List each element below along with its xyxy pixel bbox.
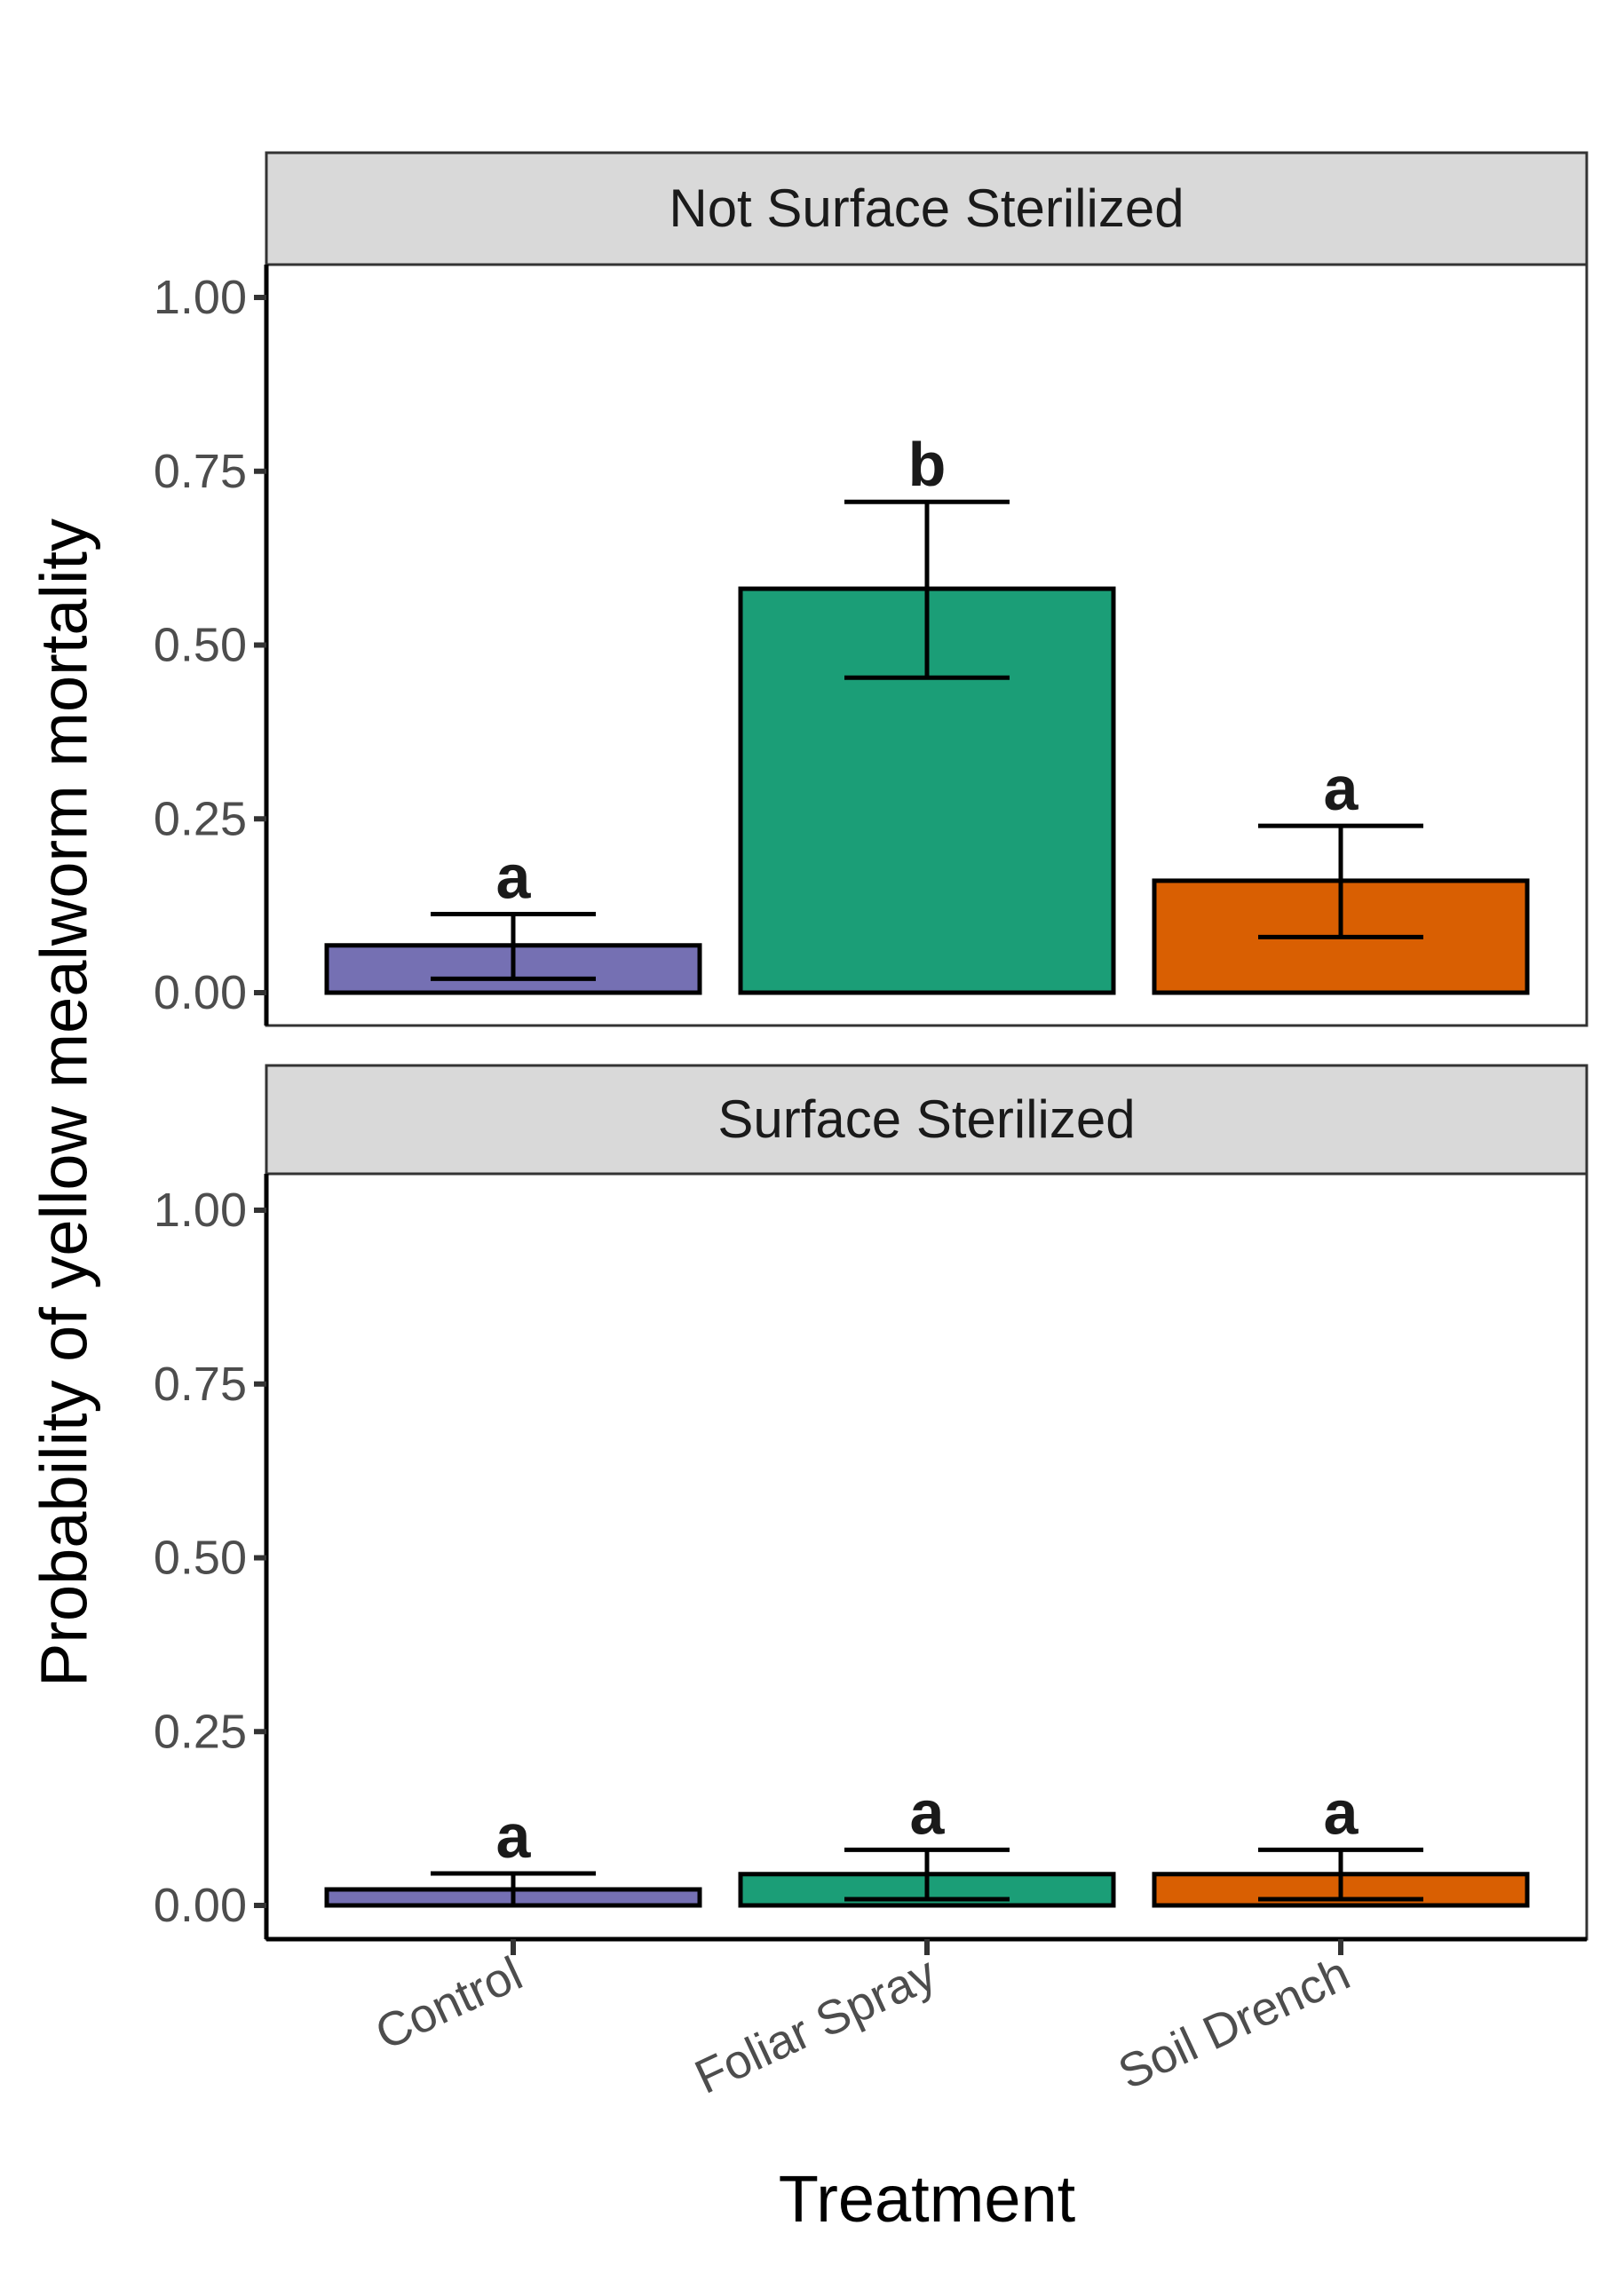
- y-tick-label: 0.75: [154, 445, 247, 498]
- facet-strip-title: Not Surface Sterilized: [669, 178, 1184, 238]
- facet-panels: Not Surface Sterilized 0.00 0.25 0.50 0.75 1.…: [154, 151, 1588, 1942]
- facet-panel-2: Surface Sterilized 0.00 0.25 0.50 0.75 1.00 a a…: [154, 1064, 1588, 1942]
- y-tick-label: 0.25: [154, 1705, 247, 1758]
- y-tick-label: 1.00: [154, 1184, 247, 1237]
- x-axis-title: Treatment: [779, 2162, 1076, 2236]
- significance-letter: a: [496, 843, 532, 912]
- facet-panel-1: Not Surface Sterilized 0.00 0.25 0.50 0.75 1.…: [154, 151, 1588, 1027]
- facet-strip-title: Surface Sterilized: [717, 1089, 1135, 1149]
- y-tick-label: 0.75: [154, 1358, 247, 1411]
- panel-border: [265, 1172, 1588, 1941]
- x-tick-label: Foliar Spray: [687, 1946, 944, 2103]
- significance-letter: a: [1324, 754, 1359, 823]
- significance-letter: a: [910, 1778, 946, 1847]
- y-tick-label: 0.00: [154, 1879, 247, 1932]
- y-tick-label: 0.25: [154, 792, 247, 845]
- x-tick-label: Control: [368, 1946, 530, 2060]
- y-tick-label: 0.50: [154, 1532, 247, 1585]
- y-axis-title: Probability of yellow mealworm mortality: [28, 519, 101, 1687]
- facet-strip: [265, 151, 1588, 266]
- significance-letter: a: [1324, 1778, 1359, 1847]
- y-tick-label: 0.50: [154, 619, 247, 672]
- significance-letter: b: [908, 430, 947, 499]
- x-axis: Control Foliar Spray Soil Drench: [368, 1939, 1358, 2104]
- y-tick-label: 0.00: [154, 966, 247, 1019]
- significance-letter: a: [496, 1802, 532, 1871]
- x-tick-label: Soil Drench: [1111, 1946, 1358, 2099]
- y-tick-label: 1.00: [154, 271, 247, 324]
